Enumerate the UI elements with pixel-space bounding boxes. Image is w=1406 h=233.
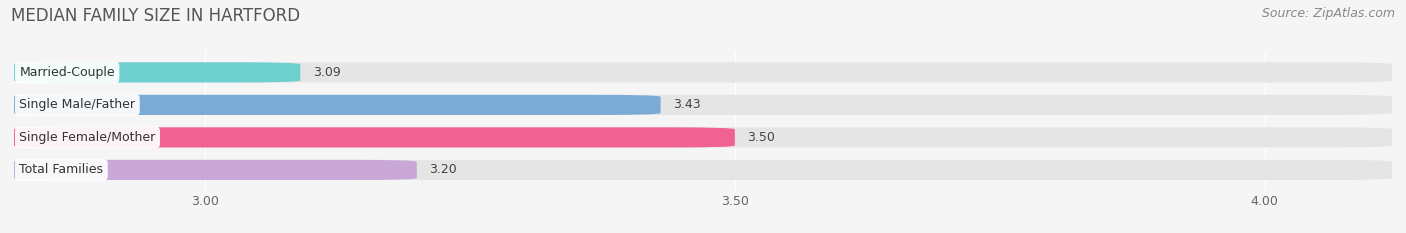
FancyBboxPatch shape <box>14 95 661 115</box>
FancyBboxPatch shape <box>14 160 416 180</box>
FancyBboxPatch shape <box>14 127 735 147</box>
Text: Married-Couple: Married-Couple <box>20 66 115 79</box>
Text: Source: ZipAtlas.com: Source: ZipAtlas.com <box>1261 7 1395 20</box>
FancyBboxPatch shape <box>14 160 1392 180</box>
FancyBboxPatch shape <box>14 62 1392 82</box>
Text: 3.50: 3.50 <box>748 131 775 144</box>
Text: Total Families: Total Families <box>20 163 104 176</box>
FancyBboxPatch shape <box>14 95 1392 115</box>
Text: 3.43: 3.43 <box>673 98 702 111</box>
FancyBboxPatch shape <box>14 62 301 82</box>
FancyBboxPatch shape <box>14 127 1392 147</box>
Text: 3.20: 3.20 <box>430 163 457 176</box>
Text: 3.09: 3.09 <box>314 66 340 79</box>
Text: MEDIAN FAMILY SIZE IN HARTFORD: MEDIAN FAMILY SIZE IN HARTFORD <box>11 7 301 25</box>
Text: Single Female/Mother: Single Female/Mother <box>20 131 156 144</box>
Text: Single Male/Father: Single Male/Father <box>20 98 135 111</box>
